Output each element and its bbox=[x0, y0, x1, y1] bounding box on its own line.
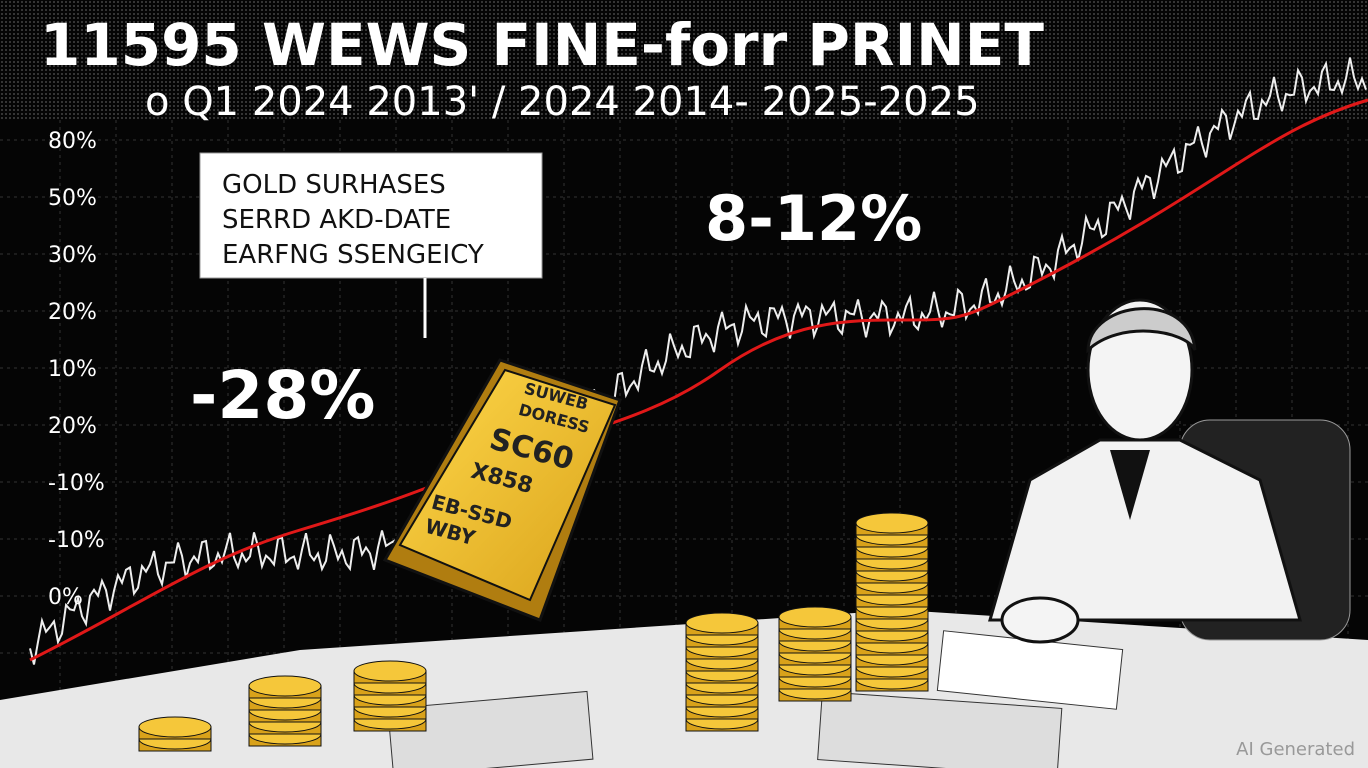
coin bbox=[353, 660, 427, 682]
callout-line: SERRD AKD-DATE bbox=[222, 205, 451, 235]
price-line bbox=[29, 57, 1367, 665]
side-label: 10% bbox=[48, 357, 97, 382]
man-figure bbox=[988, 298, 1351, 644]
side-labels: 80% 50% 30% 20% 10% 20% -10% -10% 0% bbox=[48, 129, 105, 610]
coin bbox=[778, 606, 852, 628]
side-label: 20% bbox=[48, 300, 97, 325]
side-label: 0% bbox=[48, 585, 83, 610]
coin bbox=[685, 612, 759, 634]
halftone bbox=[0, 0, 1368, 120]
callout-line: EARFNG SSENGEICY bbox=[222, 240, 484, 270]
side-label: 50% bbox=[48, 186, 97, 211]
side-label: 80% bbox=[48, 129, 97, 154]
callout-line: GOLD SURHASES bbox=[222, 170, 446, 200]
big-number: 8-12% bbox=[705, 182, 922, 255]
coin-stacks bbox=[138, 512, 929, 752]
title: 11595 WEWS FINE-forr PRINET bbox=[40, 11, 1044, 79]
coin bbox=[138, 716, 212, 738]
callout-box bbox=[199, 152, 543, 279]
trend-line bbox=[29, 98, 1368, 662]
coin bbox=[855, 512, 929, 534]
side-label: -10% bbox=[48, 471, 105, 496]
coin bbox=[248, 675, 322, 697]
gold-bar: SUWEB DORESS SC60 X858 EB-S5D WBY bbox=[382, 358, 622, 622]
side-label: -10% bbox=[48, 528, 105, 553]
side-label: 20% bbox=[48, 414, 97, 439]
big-number: -28% bbox=[190, 357, 375, 434]
side-label: 30% bbox=[48, 243, 97, 268]
subtitle: o Q1 2024 2013' / 2024 2014- 2025-2025 bbox=[145, 79, 980, 125]
watermark: AI Generated bbox=[1236, 739, 1355, 760]
